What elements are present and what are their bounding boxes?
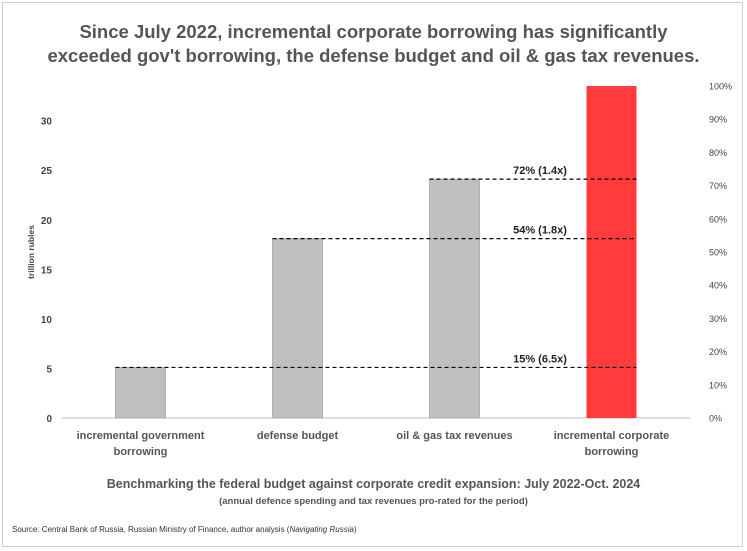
bar xyxy=(429,178,480,419)
x-tick-label: borrowing xyxy=(114,446,168,458)
y-tick-label: 15 xyxy=(41,265,53,276)
y-tick-label: 0 xyxy=(46,414,52,425)
y2-tick-label: 10% xyxy=(709,380,727,390)
y-tick-label: 5 xyxy=(46,364,52,375)
title-line-1: Since July 2022, incremental corporate b… xyxy=(79,21,668,42)
reference-line-label: 15% (6.5x) xyxy=(513,353,567,365)
y-tick-label: 10 xyxy=(41,315,53,326)
source-italic: Navigating Russia xyxy=(289,525,354,534)
x-tick-label: incremental government xyxy=(77,430,205,442)
chart-subtitle: Benchmarking the federal budget against … xyxy=(106,477,641,491)
y2-tick-label: 100% xyxy=(709,82,732,92)
source-suffix: ) xyxy=(353,525,357,534)
reference-line-label: 54% (1.8x) xyxy=(513,225,567,237)
y2-tick-label: 80% xyxy=(709,148,727,158)
y2-tick-label: 20% xyxy=(709,347,727,357)
x-tick-label: incremental corporate xyxy=(554,430,670,442)
y2-tick-label: 70% xyxy=(709,181,727,191)
chart-title: Since July 2022, incremental corporate b… xyxy=(0,20,747,68)
bar xyxy=(115,367,166,419)
y2-tick-label: 40% xyxy=(709,281,727,291)
bar xyxy=(272,238,323,419)
y-axis-label: trillion rubles xyxy=(26,225,36,279)
y-tick-label: 30 xyxy=(41,117,53,128)
y2-tick-label: 50% xyxy=(709,248,727,258)
source-note: Source: Central Bank of Russia, Russian … xyxy=(12,525,357,534)
x-tick-label: borrowing xyxy=(585,446,639,458)
y-tick-label: 25 xyxy=(41,166,53,177)
y2-tick-label: 60% xyxy=(709,214,727,224)
y2-tick-label: 90% xyxy=(709,115,727,125)
y2-tick-label: 0% xyxy=(709,414,722,424)
chart-note: (annual defence spending and tax revenue… xyxy=(219,496,528,507)
y2-tick-label: 30% xyxy=(709,314,727,324)
x-tick-label: oil & gas tax revenues xyxy=(396,430,512,442)
title-line-2: exceeded gov't borrowing, the defense bu… xyxy=(47,45,700,66)
bar xyxy=(586,86,637,418)
reference-line-label: 72% (1.4x) xyxy=(513,165,567,177)
source-prefix: Source: Central Bank of Russia, Russian … xyxy=(12,525,290,534)
y-tick-label: 20 xyxy=(41,216,53,227)
x-tick-label: defense budget xyxy=(257,430,339,442)
